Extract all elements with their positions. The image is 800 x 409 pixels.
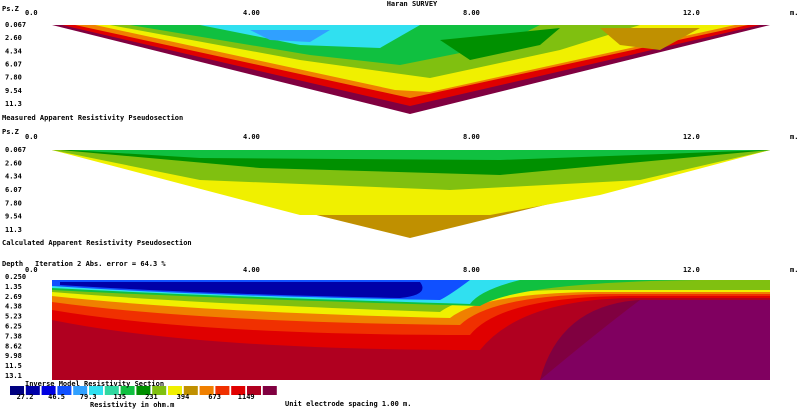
y-tick-label: 0.067 — [5, 21, 26, 29]
legend-swatch — [247, 386, 261, 395]
y-tick-label: 4.38 — [5, 303, 22, 311]
x-tick-label: 0.0 — [25, 133, 38, 141]
x-tick-label: 4.00 — [243, 266, 260, 274]
y-tick-label: 2.60 — [5, 34, 22, 42]
legend-swatch — [73, 386, 88, 395]
legend-swatch — [215, 386, 230, 395]
legend-label: 79.3 — [80, 393, 97, 401]
legend-swatch — [199, 386, 214, 395]
x-tick-label: 0.0 — [25, 266, 38, 274]
x-tick-label: 12.0 — [683, 9, 700, 17]
caption: Calculated Apparent Resistivity Pseudose… — [2, 239, 192, 247]
legend-swatch — [25, 386, 40, 395]
legend-swatch — [168, 386, 182, 395]
y-tick-label: 7.38 — [5, 332, 22, 340]
y-axis-label: Depth — [2, 260, 23, 268]
legend-swatch — [10, 386, 24, 395]
x-tick-label: 4.00 — [243, 9, 260, 17]
y-tick-label: 0.250 — [5, 273, 26, 281]
x-unit: m. — [790, 266, 798, 274]
footer: Unit electrode spacing 1.00 m. — [285, 400, 411, 408]
legend-swatch — [183, 386, 198, 395]
measured-section — [52, 25, 770, 114]
x-tick-label: 4.00 — [243, 133, 260, 141]
y-tick-label: 7.80 — [5, 74, 22, 82]
legend-label: 1149 — [238, 393, 255, 401]
x-tick-label: 8.00 — [463, 133, 480, 141]
y-tick-label: 11.3 — [5, 100, 22, 108]
status: Iteration 2 Abs. error = 64.3 % — [35, 260, 166, 268]
y-tick-label: 11.5 — [5, 362, 22, 370]
x-tick-label: 8.00 — [463, 9, 480, 17]
legend-swatch — [231, 386, 246, 395]
y-axis-label: Ps.Z — [2, 128, 19, 136]
y-tick-label: 0.067 — [5, 146, 26, 154]
inverse-section — [52, 280, 770, 380]
legend-label: 673 — [208, 393, 221, 401]
y-tick-label: 11.3 — [5, 226, 22, 234]
y-tick-label: 2.60 — [5, 159, 22, 167]
y-axis-label: Ps.Z — [2, 5, 19, 13]
x-tick-label: 0.0 — [25, 9, 38, 17]
x-tick-label: 12.0 — [683, 266, 700, 274]
calculated-section — [52, 150, 770, 238]
legend-label: 231 — [145, 393, 158, 401]
y-tick-label: 13.1 — [5, 372, 22, 380]
legend-label: 27.2 — [17, 393, 34, 401]
y-tick-label: 6.25 — [5, 323, 22, 331]
legend-label: 135 — [113, 393, 126, 401]
legend-label: 394 — [177, 393, 190, 401]
y-tick-label: 8.62 — [5, 342, 22, 350]
legend-unit: Resistivity in ohm.m — [90, 401, 174, 409]
legend-swatch — [57, 386, 72, 395]
legend-swatch — [104, 386, 119, 395]
y-tick-label: 5.23 — [5, 313, 22, 321]
caption: Inverse Model Resistivity Section — [25, 380, 164, 388]
legend-swatch — [120, 386, 135, 395]
y-tick-label: 1.35 — [5, 283, 22, 291]
legend-swatch — [152, 386, 167, 395]
y-tick-label: 9.54 — [5, 213, 22, 221]
x-unit: m. — [790, 133, 798, 141]
y-tick-label: 9.98 — [5, 352, 22, 360]
y-tick-label: 6.07 — [5, 61, 22, 69]
x-unit: m. — [790, 9, 798, 17]
y-tick-label: 7.80 — [5, 199, 22, 207]
y-tick-label: 6.07 — [5, 186, 22, 194]
legend-swatch — [89, 386, 103, 395]
legend-swatch — [41, 386, 56, 395]
caption: Measured Apparent Resistivity Pseudosect… — [2, 114, 183, 122]
y-tick-label: 4.34 — [5, 47, 22, 55]
y-tick-label: 4.34 — [5, 173, 22, 181]
y-tick-label: 2.69 — [5, 293, 22, 301]
legend: 27.2 46.5 79.3 135 231 394 673 1149 — [10, 386, 277, 401]
x-tick-label: 8.00 — [463, 266, 480, 274]
title: Haran SURVEY — [387, 0, 438, 8]
x-tick-label: 12.0 — [683, 133, 700, 141]
y-tick-label: 9.54 — [5, 87, 22, 95]
legend-label: 46.5 — [48, 393, 65, 401]
legend-swatch — [262, 386, 277, 395]
legend-swatch — [136, 386, 151, 395]
